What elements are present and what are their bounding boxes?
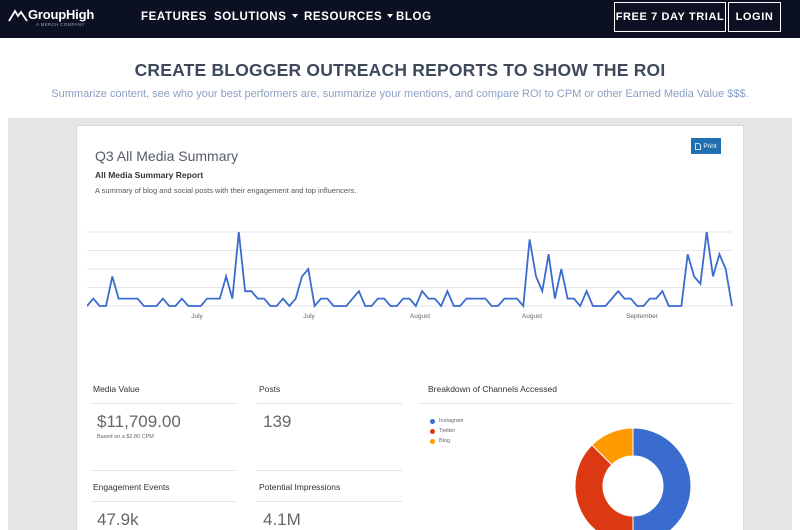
report-card: Q3 All Media Summary All Media Summary R… bbox=[76, 125, 744, 530]
impressions-tile: Potential Impressions 4.1M bbox=[257, 470, 402, 530]
nav-solutions[interactable]: SOLUTIONS bbox=[214, 11, 298, 23]
series-line bbox=[87, 231, 733, 309]
x-tick-label: July bbox=[303, 313, 315, 320]
chevron-down-icon bbox=[387, 14, 394, 18]
divider bbox=[91, 403, 236, 404]
slice-twitter bbox=[574, 444, 634, 530]
media-value-label: Media Value bbox=[93, 384, 140, 394]
legend-dot bbox=[430, 418, 435, 424]
print-button[interactable]: Print bbox=[691, 138, 721, 154]
legend-twitter: Twitter bbox=[430, 428, 455, 434]
report-description: A summary of blog and social posts with … bbox=[95, 186, 357, 195]
x-tick-label: August bbox=[522, 313, 542, 320]
page-title: CREATE BLOGGER OUTREACH REPORTS TO SHOW … bbox=[134, 60, 666, 80]
slice-blog bbox=[591, 427, 634, 466]
nav-resources[interactable]: RESOURCES bbox=[304, 11, 394, 23]
legend-blog: Blog bbox=[430, 438, 450, 444]
divider bbox=[420, 403, 733, 404]
nav-features[interactable]: FEATURES bbox=[141, 11, 207, 23]
x-tick-label: July bbox=[191, 313, 203, 320]
x-tick-label: August bbox=[410, 313, 430, 320]
report-subtitle: All Media Summary Report bbox=[95, 170, 204, 180]
divider bbox=[257, 501, 402, 502]
x-tick-label: September bbox=[626, 313, 659, 320]
divider bbox=[257, 470, 402, 471]
document-icon bbox=[695, 142, 702, 150]
media-value-note: Based on a $2.80 CPM bbox=[97, 434, 154, 440]
posts-label: Posts bbox=[259, 384, 281, 394]
posts-tile: Posts 139 bbox=[257, 376, 402, 436]
breakdown-label: Breakdown of Channels Accessed bbox=[428, 384, 557, 394]
legend-dot bbox=[430, 438, 435, 444]
legend-dot bbox=[430, 428, 435, 434]
impressions-label: Potential Impressions bbox=[259, 482, 341, 492]
channel-breakdown-tile: Breakdown of Channels Accessed Instagram… bbox=[420, 376, 733, 530]
login-button[interactable]: LOGIN bbox=[728, 2, 781, 32]
divider bbox=[91, 501, 236, 502]
page-subtitle: Summarize content, see who your best per… bbox=[51, 88, 749, 100]
report-title: Q3 All Media Summary bbox=[95, 148, 239, 164]
slice-instagram bbox=[632, 427, 692, 530]
engagement-tile: Engagement Events 47.9k bbox=[91, 470, 236, 530]
top-nav: GroupHigh A MERCH COMPANY FEATURES SOLUT… bbox=[0, 0, 800, 38]
impressions-value: 4.1M bbox=[263, 510, 301, 529]
posts-value: 139 bbox=[263, 412, 292, 431]
legend-instagram: Instagram bbox=[430, 418, 463, 424]
logo-text: GroupHigh bbox=[28, 7, 95, 22]
divider bbox=[257, 403, 402, 404]
divider bbox=[91, 470, 236, 471]
media-value: $11,709.00 bbox=[97, 412, 181, 431]
chevron-down-icon bbox=[291, 14, 298, 18]
nav-blog[interactable]: BLOG bbox=[396, 11, 432, 23]
media-value-tile: Media Value $11,709.00 Based on a $2.80 … bbox=[91, 376, 236, 440]
engagement-value: 47.9k bbox=[97, 510, 139, 529]
channels-donut-chart bbox=[574, 427, 692, 530]
logo-subtext: A MERCH COMPANY bbox=[36, 22, 85, 27]
posts-line-chart: July July August August September bbox=[87, 231, 733, 320]
free-trial-button[interactable]: FREE 7 DAY TRIAL bbox=[614, 2, 726, 32]
logo-mountain-icon bbox=[8, 9, 28, 22]
grouphigh-logo[interactable]: GroupHigh A MERCH COMPANY bbox=[8, 6, 128, 32]
engagement-label: Engagement Events bbox=[93, 482, 170, 492]
